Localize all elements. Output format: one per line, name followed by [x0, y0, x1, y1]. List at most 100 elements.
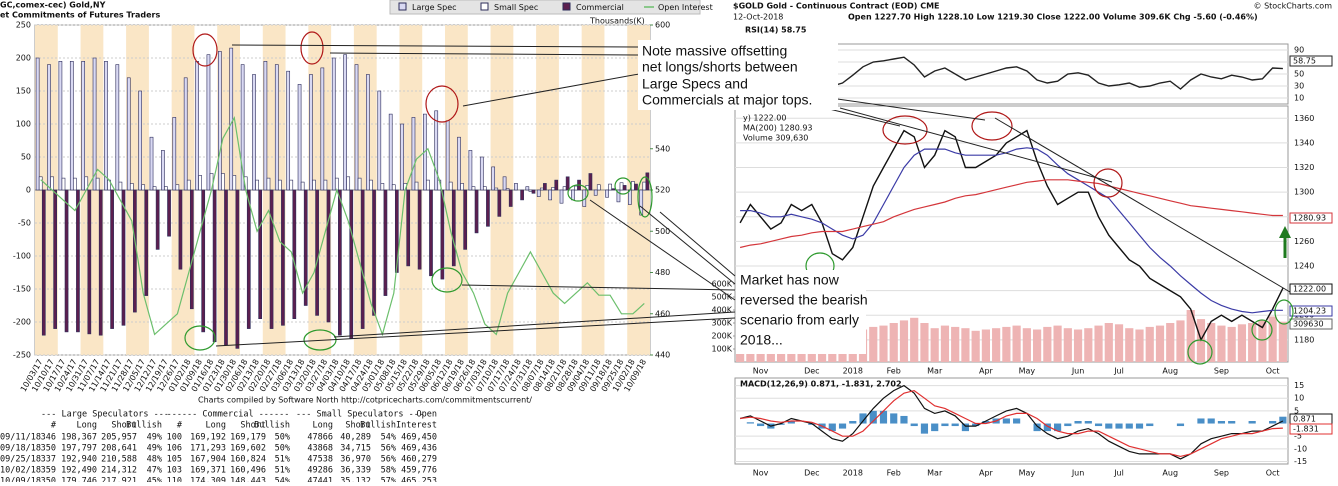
table-column: Long: [313, 421, 333, 431]
x-tick-label: 2018: [843, 469, 863, 478]
bar: [543, 183, 547, 191]
end-label-box: [1289, 212, 1333, 224]
histogram-bar: [746, 422, 754, 424]
y-tick-label: 100: [16, 120, 31, 129]
volume-bar: [1073, 329, 1083, 362]
bar: [571, 189, 575, 201]
bar: [198, 175, 202, 191]
x-tick-label: Aug: [1162, 469, 1178, 478]
histogram-bar: [1084, 421, 1092, 424]
bar: [274, 64, 279, 191]
bar: [593, 189, 598, 196]
bar: [554, 179, 559, 191]
table-cell: 49%: [147, 444, 162, 454]
bar: [73, 177, 77, 191]
legend-swatch: [398, 2, 407, 11]
pointer-line: [639, 205, 736, 285]
table-cell: 350: [41, 444, 56, 454]
bar: [41, 189, 46, 336]
x-tick-label: Mar: [927, 367, 943, 376]
line-series: [739, 384, 1284, 460]
table-cell: 51%: [275, 466, 290, 476]
bar: [76, 189, 80, 333]
histogram-bar: [1279, 416, 1287, 424]
table-cell: 460,279: [401, 455, 437, 465]
end-label-box: [1289, 318, 1333, 330]
table-group: Open: [417, 410, 437, 420]
histogram-bar: [1176, 423, 1185, 427]
chart-title: RSI(14) 58.75: [745, 26, 807, 35]
pointer-line: [329, 52, 641, 56]
bar: [388, 113, 393, 191]
bar: [631, 181, 635, 191]
volume-bar: [1053, 325, 1062, 362]
bar: [87, 189, 92, 335]
histogram-bar: [951, 423, 959, 427]
histogram-bar: [879, 410, 888, 424]
table-cell: 48%: [147, 455, 162, 465]
end-label-box: [1289, 423, 1333, 435]
circle: [425, 85, 459, 123]
bar: [323, 179, 328, 191]
volume-bar: [1268, 316, 1277, 362]
bar: [312, 179, 316, 191]
table-cell: 58%: [381, 466, 396, 476]
histogram-bar: [982, 421, 990, 424]
volume-bar: [1022, 328, 1031, 362]
volume-bar: [1237, 324, 1247, 362]
pointer-line: [659, 211, 736, 277]
note-line: Market has now: [740, 272, 840, 288]
bar: [155, 189, 160, 250]
bar: [115, 64, 120, 191]
bar: [186, 179, 191, 191]
table-cell: 198,367: [61, 433, 97, 443]
bar: [300, 181, 305, 191]
legend-label: Volume 309,630: [743, 134, 808, 143]
bar: [366, 74, 370, 191]
bar: [611, 188, 616, 191]
histogram-bar: [1013, 418, 1021, 424]
volume-bar: [1012, 325, 1021, 362]
bar: [380, 183, 385, 191]
bar: [474, 189, 479, 234]
volume-bar: [940, 325, 950, 362]
table-column: #: [51, 421, 57, 431]
pointer-line: [589, 199, 736, 301]
volume-bar: [930, 328, 939, 362]
bar: [619, 182, 624, 191]
bar: [315, 189, 319, 316]
table-cell: 148,443: [230, 477, 266, 483]
bar: [562, 186, 567, 191]
volume-bar: [1104, 323, 1113, 362]
bar: [483, 186, 487, 191]
bar: [565, 176, 570, 191]
volume-bar: [1176, 320, 1185, 362]
table-cell: 169,371: [190, 466, 226, 476]
bar: [201, 189, 206, 333]
circle: [567, 184, 589, 202]
y-tick-label: -150: [13, 285, 31, 294]
bar: [548, 189, 552, 201]
note-line: Large Specs and: [642, 76, 748, 92]
bar: [289, 179, 294, 191]
volume-bar: [1227, 326, 1236, 362]
line-series: [739, 129, 1284, 342]
bar: [468, 150, 473, 191]
table-column: Bullish: [126, 421, 162, 431]
x-tick-label: Feb: [887, 367, 901, 376]
cot-table: --- Large Speculators --------- Commerci…: [0, 410, 437, 486]
bar: [38, 176, 43, 191]
table-cell: 103: [167, 466, 182, 476]
volume-bar: [1207, 323, 1216, 362]
x-tick-label: Dec: [804, 469, 819, 478]
table-cell: 205,957: [101, 433, 137, 443]
circle: [637, 176, 653, 218]
histogram-bar: [1094, 423, 1103, 427]
volume-bar: [981, 329, 990, 362]
pointer-line: [462, 71, 651, 107]
bar: [605, 189, 609, 198]
bar: [334, 177, 339, 191]
bar: [383, 189, 388, 296]
bar: [281, 189, 285, 326]
volume-bar: [1114, 324, 1124, 362]
